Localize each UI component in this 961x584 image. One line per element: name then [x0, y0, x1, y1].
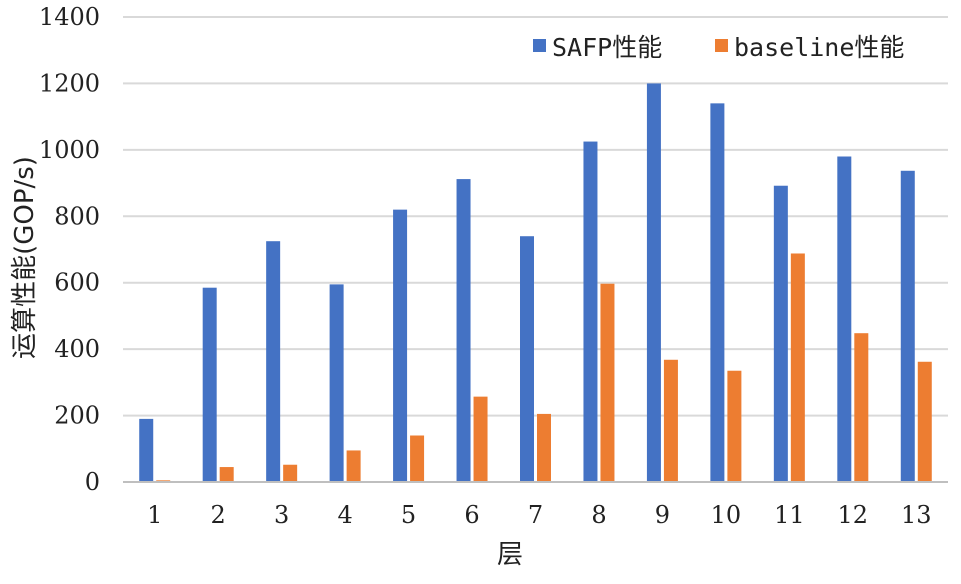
- y-tick-label: 1000: [39, 136, 100, 164]
- x-axis-title: 层: [497, 540, 523, 570]
- x-tick-label: 9: [655, 501, 670, 529]
- bar-series-2-13: [917, 361, 932, 482]
- bar-series-1-13: [900, 170, 915, 482]
- y-tick-label: 600: [54, 269, 100, 297]
- bar-series-1-6: [456, 179, 471, 483]
- x-tick-label: 12: [838, 501, 869, 529]
- bar-series-1-3: [266, 241, 281, 482]
- bar-series-1-9: [646, 83, 661, 482]
- y-tick-label: 400: [54, 335, 100, 363]
- bar-series-2-6: [473, 396, 488, 482]
- legend-label-2: baseline性能: [734, 33, 904, 62]
- x-tick-label: 6: [464, 501, 479, 529]
- x-tick-label: 1: [147, 501, 162, 529]
- bar-series-1-7: [520, 236, 534, 482]
- bar-series-1-5: [393, 209, 408, 482]
- y-tick-label: 0: [85, 468, 100, 496]
- y-tick-label: 1400: [39, 3, 100, 31]
- bar-series-2-8: [600, 283, 615, 482]
- x-tick-label: 4: [337, 501, 352, 529]
- legend-swatch-1: [533, 39, 546, 52]
- x-tick-label: 7: [528, 501, 543, 529]
- x-tick-label: 10: [711, 501, 742, 529]
- bar-series-2-4: [346, 450, 361, 482]
- bar-series-1-4: [329, 284, 344, 482]
- bar-series-1-11: [773, 185, 788, 482]
- x-tick-label: 3: [274, 501, 289, 529]
- bar-series-2-7: [537, 413, 551, 482]
- bar-series-2-12: [854, 333, 869, 482]
- legend-label-1: SAFP性能: [552, 33, 662, 62]
- x-tick-label: 5: [401, 501, 416, 529]
- gridlines: [123, 16, 948, 417]
- bar-series-2-3: [283, 464, 298, 482]
- bar-series-1-10: [710, 103, 725, 482]
- y-tick-label: 200: [54, 402, 100, 430]
- x-axis-ticks: 1 2 3 4 5 6 7 8 9 10 11 12 13: [147, 501, 931, 529]
- bar-series-2-5: [410, 435, 425, 482]
- y-tick-label: 1200: [39, 69, 100, 97]
- y-tick-label: 800: [54, 202, 100, 230]
- bar-series-2-2: [219, 467, 234, 482]
- x-tick-label: 8: [591, 501, 606, 529]
- bar-series-1-12: [837, 156, 852, 482]
- y-axis-ticks: 0 200 400 600 800 1000 1200 1400: [39, 3, 100, 496]
- legend: SAFP性能 baseline性能: [533, 33, 904, 62]
- bar-series-2-11: [790, 253, 805, 482]
- x-tick-label: 11: [774, 501, 805, 529]
- bar-series-2-9: [663, 359, 678, 482]
- bar-series-1-2: [202, 287, 217, 482]
- x-tick-label: 2: [211, 501, 226, 529]
- y-axis-title: 运算性能(GOP/s): [10, 156, 40, 359]
- legend-swatch-2: [715, 39, 728, 52]
- x-tick-label: 13: [901, 501, 932, 529]
- bar-series-1-1: [139, 418, 154, 482]
- bar-series-2-10: [727, 370, 742, 482]
- bars: [139, 83, 932, 483]
- bar-series-1-8: [583, 141, 598, 482]
